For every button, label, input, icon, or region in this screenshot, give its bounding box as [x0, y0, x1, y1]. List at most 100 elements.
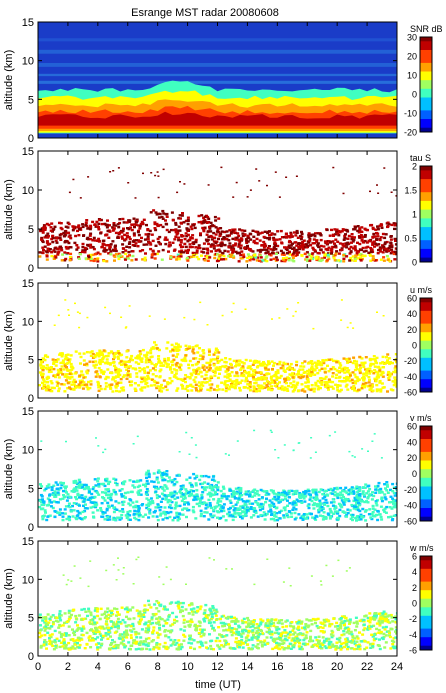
return-cell — [319, 386, 322, 390]
return-cell — [275, 631, 279, 634]
return-cell — [207, 365, 211, 369]
return-cell — [341, 242, 345, 246]
return-cell — [323, 494, 327, 497]
return-cell — [78, 386, 82, 389]
return-cell — [140, 386, 144, 389]
return-cell — [276, 369, 280, 372]
return-cell — [156, 385, 160, 388]
return-cell — [264, 368, 268, 371]
return-cell — [347, 493, 351, 496]
return-cell — [219, 489, 223, 493]
return-cell — [155, 600, 159, 603]
return-cell — [382, 362, 386, 365]
return-cell — [206, 238, 210, 242]
return-cell — [92, 236, 96, 240]
return-cell — [216, 361, 220, 364]
return-cell — [331, 489, 335, 492]
return-cell — [208, 363, 212, 367]
return-cell — [97, 483, 101, 486]
return-cell — [379, 373, 383, 377]
return-cell — [98, 376, 102, 379]
return-cell — [227, 246, 231, 249]
return-cell — [258, 250, 262, 253]
return-cell — [260, 231, 264, 234]
return-cell — [48, 248, 52, 251]
return-cell — [363, 386, 366, 389]
return-cell — [355, 485, 359, 488]
colorbar-step — [420, 222, 432, 228]
return-cell — [57, 639, 61, 642]
return-cell — [96, 509, 100, 512]
return-cell — [356, 241, 359, 244]
return-cell — [359, 513, 363, 516]
return-cell — [123, 365, 127, 368]
return-cell — [246, 244, 249, 248]
return-cell — [159, 506, 163, 509]
return-cell — [390, 518, 394, 522]
return-cell — [126, 372, 130, 375]
return-cell — [389, 613, 393, 617]
return-cell — [202, 216, 206, 220]
return-cell — [265, 497, 268, 500]
return-cell — [138, 249, 142, 253]
return-cell — [172, 368, 176, 371]
return-cell — [147, 475, 151, 479]
return-cell — [120, 255, 124, 258]
return-cell — [201, 491, 205, 494]
return-cell — [378, 248, 382, 251]
return-cell — [298, 493, 302, 496]
return-cell — [122, 360, 126, 363]
return-cell — [97, 222, 101, 226]
return-cell — [136, 479, 140, 482]
return-cell — [370, 498, 374, 501]
return-cell — [291, 508, 295, 511]
return-cell — [51, 492, 55, 495]
return-cell — [43, 227, 47, 230]
return-cell — [258, 239, 262, 242]
colorbar-step — [420, 88, 432, 94]
return-cell — [195, 362, 199, 365]
return-cell — [376, 488, 380, 492]
return-cell — [330, 228, 333, 232]
return-cell — [91, 253, 95, 257]
return-cell — [76, 246, 80, 249]
return-cell — [88, 496, 92, 500]
return-cell — [184, 354, 188, 357]
return-cell — [346, 237, 350, 240]
return-cell — [216, 244, 220, 247]
return-cell — [295, 498, 299, 501]
return-cell — [116, 617, 120, 621]
return-cell — [203, 481, 207, 484]
return-cell — [371, 507, 375, 510]
return-cell — [158, 626, 161, 630]
return-cell — [41, 381, 44, 384]
return-cell — [138, 622, 142, 626]
return-cell — [258, 389, 262, 393]
return-cell — [373, 259, 377, 262]
return-cell — [276, 497, 280, 501]
return-cell — [242, 362, 246, 365]
return-cell — [51, 493, 55, 496]
return-cell — [258, 505, 262, 509]
return-cell — [369, 362, 373, 366]
return-cell — [375, 377, 379, 381]
return-cell — [329, 510, 333, 513]
return-cell — [151, 367, 155, 370]
return-cell — [260, 386, 264, 390]
return-cell — [226, 250, 230, 253]
return-cell — [122, 500, 126, 503]
colorbar-step — [420, 469, 432, 474]
return-cell — [215, 505, 219, 508]
return-cell — [159, 514, 163, 517]
return-cell — [241, 500, 245, 503]
return-cell — [76, 493, 80, 497]
return-cell — [360, 384, 364, 387]
return-cell — [63, 259, 67, 262]
return-cell — [212, 493, 216, 496]
return-cell — [68, 377, 72, 380]
return-cell — [395, 247, 397, 251]
return-cell — [320, 363, 324, 367]
return-cell — [209, 221, 213, 225]
return-cell — [212, 364, 216, 367]
